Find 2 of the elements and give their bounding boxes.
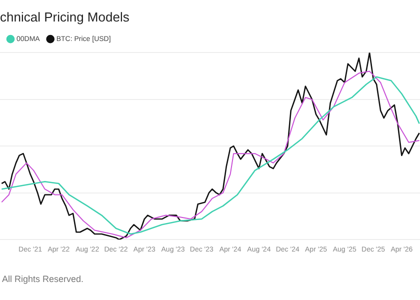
chart-title: chnical Pricing Models (0, 9, 130, 24)
text: All Rights Reserved. (2, 274, 84, 284)
